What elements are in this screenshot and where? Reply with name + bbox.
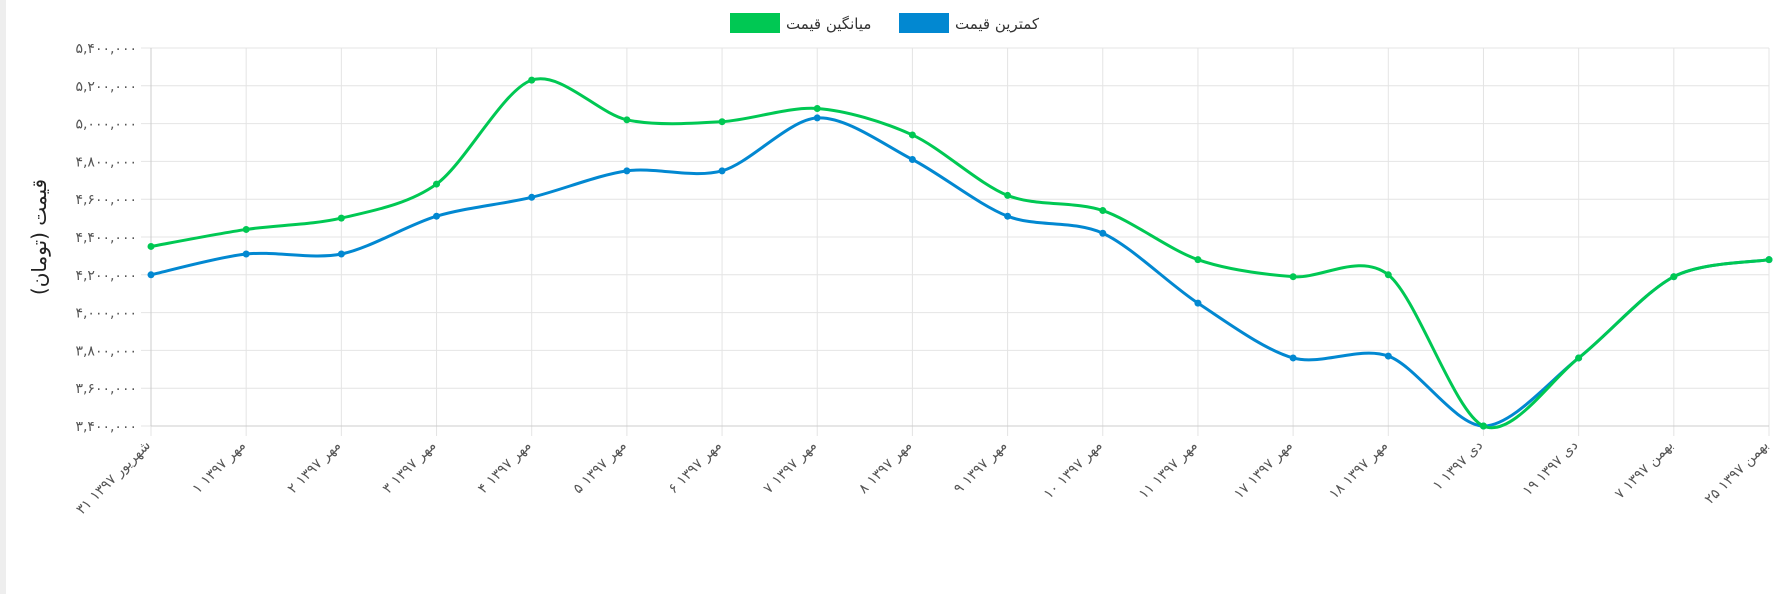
x-tick-label: ۷ مهر ۱۳۹۷ <box>761 438 821 498</box>
data-point[interactable] <box>528 193 536 201</box>
data-point[interactable] <box>718 118 726 126</box>
data-point[interactable] <box>623 116 631 124</box>
data-point[interactable] <box>908 131 916 139</box>
data-point[interactable] <box>813 104 821 112</box>
data-point[interactable] <box>147 242 155 250</box>
x-tick-label: ۱ مهر ۱۳۹۷ <box>189 438 249 498</box>
data-point[interactable] <box>1194 256 1202 264</box>
legend-label: میانگین قیمت <box>786 15 871 33</box>
x-tick-label: ۶ مهر ۱۳۹۷ <box>665 438 725 498</box>
series-line <box>150 77 1770 430</box>
y-tick-label: ۳,۸۰۰,۰۰۰ <box>75 343 137 359</box>
data-point[interactable] <box>337 214 345 222</box>
y-axis-label: قیمت (تومان) <box>27 179 51 295</box>
data-point[interactable] <box>1670 273 1678 281</box>
y-tick-label: ۴,۰۰۰,۰۰۰ <box>75 306 137 322</box>
data-point[interactable] <box>1289 354 1297 362</box>
y-tick-label: ۴,۴۰۰,۰۰۰ <box>75 230 137 246</box>
data-point[interactable] <box>1765 256 1773 264</box>
x-tick-label: ۱۷ مهر ۱۳۹۷ <box>1231 438 1296 503</box>
y-axis-ticks: ۳,۴۰۰,۰۰۰ ۳,۶۰۰,۰۰۰ ۳,۸۰۰,۰۰۰ ۴,۰۰۰,۰۰۰ ۴,۲۰… <box>75 41 137 435</box>
x-tick-label: ۲ مهر ۱۳۹۷ <box>285 438 345 498</box>
data-point[interactable] <box>813 114 821 122</box>
data-point[interactable] <box>1099 207 1107 215</box>
legend-item[interactable]: کمترین قیمت <box>899 13 1040 33</box>
grid-lines <box>141 47 1770 436</box>
data-point[interactable] <box>908 156 916 164</box>
data-point[interactable] <box>1004 191 1012 199</box>
left-border-strip <box>0 0 6 594</box>
legend-label: کمترین قیمت <box>955 15 1040 33</box>
y-tick-label: ۵,۰۰۰,۰۰۰ <box>75 117 137 133</box>
y-tick-label: ۴,۲۰۰,۰۰۰ <box>75 268 137 284</box>
x-axis-ticks: ۳۱ شهریور ۱۳۹۷ ۱ مهر ۱۳۹۷ ۲ مهر ۱۳۹۷ ۳ مهر … <box>73 438 1771 518</box>
legend-swatch <box>899 13 949 33</box>
legend-swatch <box>730 13 780 33</box>
legend-item[interactable]: میانگین قیمت <box>730 13 871 33</box>
data-point[interactable] <box>242 250 250 258</box>
x-tick-label: ۲۵ بهمن ۱۳۹۷ <box>1702 438 1772 508</box>
chart-frame: ۳,۴۰۰,۰۰۰ ۳,۶۰۰,۰۰۰ ۳,۸۰۰,۰۰۰ ۴,۰۰۰,۰۰۰ ۴,۲۰… <box>6 0 1787 594</box>
x-tick-label: ۱۱ مهر ۱۳۹۷ <box>1136 438 1201 503</box>
data-point[interactable] <box>1289 273 1297 281</box>
x-tick-label: ۳۱ شهریور ۱۳۹۷ <box>73 438 153 518</box>
data-point[interactable] <box>433 180 441 188</box>
x-tick-label: ۵ مهر ۱۳۹۷ <box>570 438 630 498</box>
data-point[interactable] <box>1384 352 1392 360</box>
y-tick-label: ۵,۲۰۰,۰۰۰ <box>75 79 137 95</box>
legend[interactable]: میانگین قیمت کمترین قیمت <box>730 13 1040 33</box>
series-lines <box>147 76 1773 430</box>
data-point[interactable] <box>1099 229 1107 237</box>
x-tick-label: ۱۸ مهر ۱۳۹۷ <box>1326 438 1391 503</box>
y-tick-label: ۴,۶۰۰,۰۰۰ <box>75 192 137 208</box>
line-chart: ۳,۴۰۰,۰۰۰ ۳,۶۰۰,۰۰۰ ۳,۸۰۰,۰۰۰ ۴,۰۰۰,۰۰۰ ۴,۲۰… <box>27 13 1773 518</box>
x-tick-label: ۱۰ مهر ۱۳۹۷ <box>1041 438 1106 503</box>
y-tick-label: ۵,۴۰۰,۰۰۰ <box>75 41 137 57</box>
y-tick-label: ۳,۶۰۰,۰۰۰ <box>75 381 137 397</box>
data-point[interactable] <box>1479 422 1487 430</box>
data-point[interactable] <box>242 225 250 233</box>
data-point[interactable] <box>1575 354 1583 362</box>
x-tick-label: ۴ مهر ۱۳۹۷ <box>475 438 535 498</box>
data-point[interactable] <box>528 76 536 84</box>
x-tick-label: ۱ دی ۱۳۹۷ <box>1430 438 1486 494</box>
y-tick-label: ۴,۸۰۰,۰۰۰ <box>75 154 137 170</box>
x-tick-label: ۳ مهر ۱۳۹۷ <box>380 438 440 498</box>
data-point[interactable] <box>337 250 345 258</box>
x-tick-label: ۷ بهمن ۱۳۹۷ <box>1612 438 1677 503</box>
x-tick-label: ۱۹ دی ۱۳۹۷ <box>1520 438 1582 500</box>
y-tick-label: ۳,۴۰۰,۰۰۰ <box>75 419 137 435</box>
data-point[interactable] <box>1194 299 1202 307</box>
x-tick-label: ۹ مهر ۱۳۹۷ <box>951 438 1011 498</box>
data-point[interactable] <box>147 271 155 279</box>
data-point[interactable] <box>718 167 726 175</box>
data-point[interactable] <box>623 167 631 175</box>
data-point[interactable] <box>1384 271 1392 279</box>
data-point[interactable] <box>1004 212 1012 220</box>
data-point[interactable] <box>433 212 441 220</box>
x-tick-label: ۸ مهر ۱۳۹۷ <box>856 438 916 498</box>
